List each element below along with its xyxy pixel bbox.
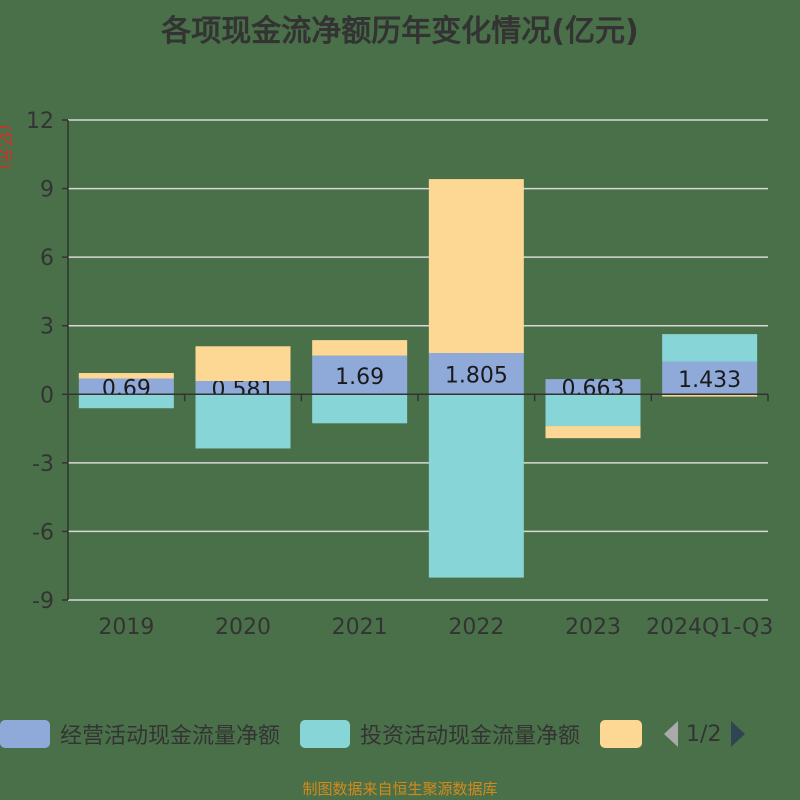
y-tick-label: 6	[40, 246, 54, 271]
bar-investing	[428, 394, 524, 578]
y-tick-label: -3	[32, 452, 54, 477]
data-label: 1.69	[335, 365, 384, 390]
bar-investing	[545, 394, 641, 427]
legend-next-icon[interactable]	[731, 721, 746, 747]
bar-financing	[78, 373, 174, 379]
bar-operating	[662, 361, 758, 395]
bar-financing	[545, 426, 641, 439]
bar-operating	[195, 381, 291, 395]
legend-label: 经营活动现金流量净额	[60, 724, 281, 749]
legend: 经营活动现金流量净额 投资活动现金流量净额 1/2	[0, 718, 746, 750]
footer-source: 制图数据来自恒生聚源数据库	[302, 780, 498, 798]
legend-swatch	[600, 720, 643, 748]
legend-page: 1/2	[686, 721, 722, 747]
legend-label: 投资活动现金流量净额	[360, 724, 581, 749]
x-tick-label: 2019	[98, 615, 154, 640]
legend-swatch	[300, 720, 351, 748]
bar-operating	[545, 379, 641, 395]
bar-investing	[312, 394, 408, 424]
y-tick-label: 9	[40, 178, 54, 203]
bar-investing	[662, 334, 758, 362]
data-label: 1.433	[678, 368, 741, 393]
legend-prev-icon[interactable]	[664, 721, 679, 747]
data-label: 1.805	[445, 364, 508, 389]
legend-item-operating[interactable]: 经营活动现金流量净额	[0, 718, 280, 750]
y-tick-label: 3	[40, 315, 54, 340]
chart-title: 各项现金流净额历年变化情况(亿元)	[161, 14, 639, 49]
chart-svg: 129630-3-6-90.6920190.58120201.6920211.8…	[26, 109, 773, 640]
y-tick-label: 12	[26, 109, 54, 134]
x-tick-label: 2020	[215, 615, 271, 640]
bar-operating	[428, 353, 524, 395]
x-tick-label: 2022	[448, 615, 504, 640]
bar-operating	[78, 378, 174, 395]
x-tick-label: 2024Q1-Q3	[646, 615, 773, 640]
bar-financing	[312, 340, 408, 356]
legend-swatch	[0, 720, 50, 748]
bar-financing	[662, 394, 758, 397]
bar-operating	[312, 355, 408, 395]
y-tick-label: -9	[32, 589, 54, 614]
bar-financing	[428, 179, 524, 354]
legend-item-financing[interactable]	[600, 720, 643, 748]
bar-investing	[195, 394, 291, 449]
y-tick-label: -6	[32, 520, 54, 545]
y-tick-label: 0	[40, 383, 54, 408]
bar-financing	[195, 346, 291, 382]
bar-investing	[78, 394, 174, 409]
x-tick-label: 2021	[332, 615, 388, 640]
legend-item-investing[interactable]: 投资活动现金流量净额	[300, 718, 580, 750]
x-tick-label: 2023	[565, 615, 621, 640]
